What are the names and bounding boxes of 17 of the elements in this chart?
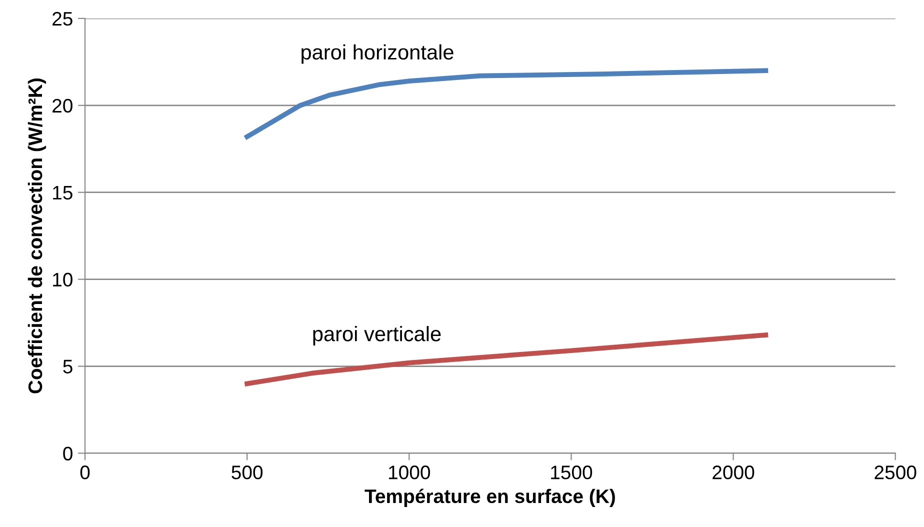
y-tick-label: 20 xyxy=(52,98,72,113)
x-axis-title: Température en surface (K) xyxy=(364,488,615,508)
line-series xyxy=(244,68,768,140)
x-tick-label: 2000 xyxy=(712,466,754,480)
x-tick-label: 0 xyxy=(80,466,90,480)
y-tick-label: 25 xyxy=(52,12,72,26)
x-tick-label: 1500 xyxy=(551,466,592,480)
x-tick-label: 500 xyxy=(232,466,263,480)
y-axis-title: Coefficient de convection (W/m²K) xyxy=(28,78,46,394)
y-tick-label: 10 xyxy=(53,272,72,287)
series-label: paroi horizontale xyxy=(302,44,454,64)
y-tick-label: 5 xyxy=(63,360,72,374)
x-tick-label: 1000 xyxy=(389,466,430,480)
x-tick-label: 2500 xyxy=(874,466,916,480)
y-tick-label: 0 xyxy=(63,446,72,460)
y-tick-label: 15 xyxy=(53,186,72,200)
series-label: paroi verticale xyxy=(313,326,441,346)
